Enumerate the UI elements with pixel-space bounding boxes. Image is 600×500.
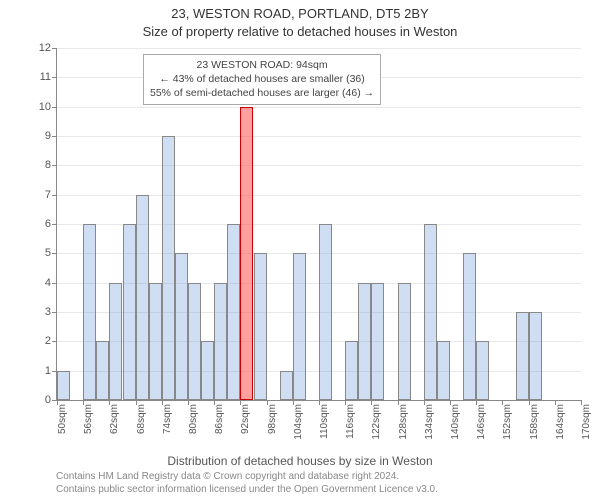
plot-area: 012345678910111250sqm56sqm62sqm68sqm74sq… [56, 48, 580, 400]
y-tick-label: 11 [27, 71, 51, 83]
histogram-bar [476, 341, 489, 400]
y-tick [52, 312, 57, 313]
x-tick-label: 140sqm [450, 404, 461, 440]
y-tick-label: 7 [27, 189, 51, 201]
x-tick-label: 62sqm [109, 404, 120, 434]
histogram-bar [109, 283, 122, 400]
histogram-bar [175, 253, 188, 400]
y-tick-label: 4 [27, 277, 51, 289]
y-tick-label: 3 [27, 306, 51, 318]
y-tick [52, 136, 57, 137]
histogram-bar [280, 371, 293, 400]
histogram-bar [398, 283, 411, 400]
histogram-bar [201, 341, 214, 400]
histogram-bar [57, 371, 70, 400]
y-tick [52, 341, 57, 342]
y-tick-label: 5 [27, 247, 51, 259]
y-tick-label: 2 [27, 335, 51, 347]
page-title: 23, WESTON ROAD, PORTLAND, DT5 2BY [0, 6, 600, 21]
x-tick-label: 74sqm [162, 404, 173, 434]
x-tick-label: 56sqm [83, 404, 94, 434]
x-tick-label: 128sqm [398, 404, 409, 440]
x-tick-label: 146sqm [476, 404, 487, 440]
histogram-bar [188, 283, 201, 400]
x-tick-label: 110sqm [319, 404, 330, 439]
y-tick-label: 10 [27, 101, 51, 113]
attribution-line-1: Contains HM Land Registry data © Crown c… [56, 471, 438, 484]
x-tick-label: 68sqm [136, 404, 147, 434]
y-tick [52, 107, 57, 108]
y-tick-label: 12 [27, 42, 51, 54]
histogram-bar [162, 136, 175, 400]
histogram-bar [345, 341, 358, 400]
histogram-bar [529, 312, 542, 400]
histogram-bar [516, 312, 529, 400]
histogram-bar [254, 253, 267, 400]
grid-line [57, 136, 581, 137]
y-tick [52, 165, 57, 166]
x-tick-label: 116sqm [345, 404, 356, 439]
y-tick-label: 0 [27, 394, 51, 406]
histogram-bar [227, 224, 240, 400]
plot-rect: 012345678910111250sqm56sqm62sqm68sqm74sq… [56, 48, 581, 401]
histogram-bar [437, 341, 450, 400]
x-tick-label: 152sqm [502, 404, 513, 440]
histogram-bar [214, 283, 227, 400]
y-tick [52, 195, 57, 196]
chart-subtitle: Size of property relative to detached ho… [0, 24, 600, 39]
grid-line [57, 165, 581, 166]
grid-line [57, 107, 581, 108]
y-tick [52, 283, 57, 284]
annotation-line: 23 WESTON ROAD: 94sqm [150, 58, 374, 72]
x-tick-label: 122sqm [371, 404, 382, 440]
histogram-bar [358, 283, 371, 400]
y-tick [52, 253, 57, 254]
x-axis-label: Distribution of detached houses by size … [0, 454, 600, 468]
histogram-bar [424, 224, 437, 400]
histogram-bar [83, 224, 96, 400]
annotation-line: ← 43% of detached houses are smaller (36… [150, 72, 374, 86]
y-tick [52, 77, 57, 78]
highlighted-bar [240, 107, 253, 400]
chart-container: 23, WESTON ROAD, PORTLAND, DT5 2BY Size … [0, 0, 600, 500]
y-tick-label: 8 [27, 159, 51, 171]
attribution: Contains HM Land Registry data © Crown c… [56, 471, 438, 496]
x-tick-label: 170sqm [581, 404, 592, 440]
x-tick-label: 86sqm [214, 404, 225, 434]
x-tick-label: 104sqm [293, 404, 304, 440]
annotation-box: 23 WESTON ROAD: 94sqm← 43% of detached h… [143, 54, 381, 105]
y-tick-label: 9 [27, 130, 51, 142]
y-tick [52, 224, 57, 225]
grid-line [57, 48, 581, 49]
y-tick-label: 6 [27, 218, 51, 230]
histogram-bar [136, 195, 149, 400]
x-tick-label: 164sqm [555, 404, 566, 440]
y-tick-label: 1 [27, 365, 51, 377]
x-tick-label: 98sqm [267, 404, 278, 434]
histogram-bar [293, 253, 306, 400]
x-tick-label: 134sqm [424, 404, 435, 440]
attribution-line-2: Contains public sector information licen… [56, 484, 438, 497]
histogram-bar [463, 253, 476, 400]
histogram-bar [319, 224, 332, 400]
x-tick-label: 80sqm [188, 404, 199, 434]
annotation-line: 55% of semi-detached houses are larger (… [150, 86, 374, 100]
histogram-bar [123, 224, 136, 400]
histogram-bar [96, 341, 109, 400]
x-tick-label: 50sqm [57, 404, 68, 434]
histogram-bar [371, 283, 384, 400]
x-tick-label: 92sqm [240, 404, 251, 434]
histogram-bar [149, 283, 162, 400]
x-tick-label: 158sqm [529, 404, 540, 440]
y-tick [52, 48, 57, 49]
